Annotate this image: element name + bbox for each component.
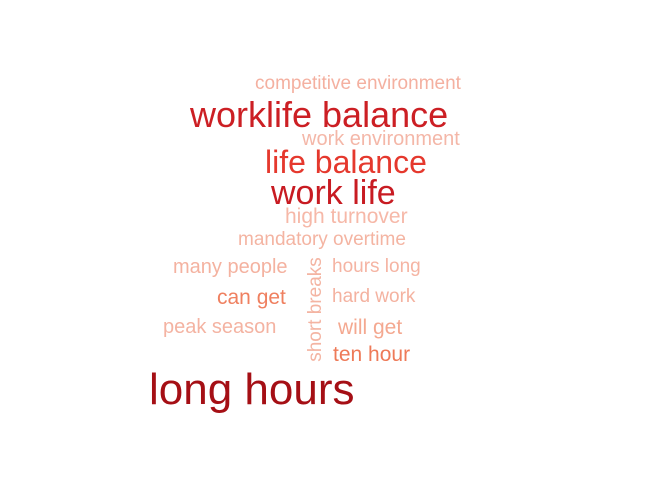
word-hours-long: hours long (332, 256, 421, 277)
word-short-breaks: short breaks (304, 257, 326, 362)
word-mandatory-overtime: mandatory overtime (238, 229, 406, 250)
word-peak-season: peak season (163, 316, 277, 338)
word-many-people: many people (173, 256, 288, 278)
word-long-hours: long hours (149, 365, 355, 414)
word-life-balance: life balance (265, 144, 427, 180)
word-competitive-environment: competitive environment (255, 73, 461, 94)
word-hard-work: hard work (332, 286, 416, 307)
word-high-turnover: high turnover (285, 205, 408, 228)
word-worklife-balance: worklife balance (190, 94, 449, 135)
word-will-get: will get (338, 316, 403, 339)
word-ten-hour: ten hour (333, 343, 411, 366)
word-work-life: work life (271, 174, 396, 212)
word-work-environment: work environment (302, 128, 460, 150)
word-can-get: can get (217, 286, 286, 309)
